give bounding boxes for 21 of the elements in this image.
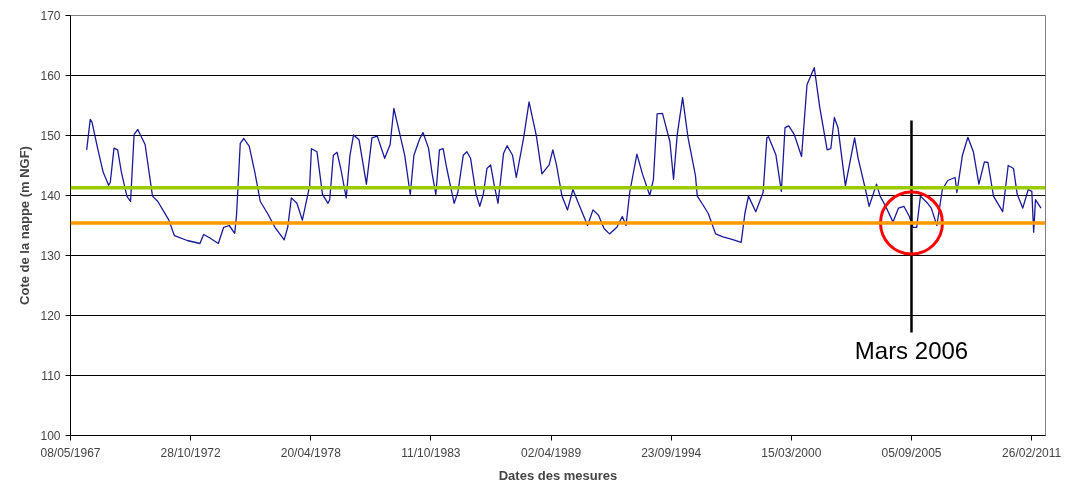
y-tick-label: 150 <box>40 129 61 143</box>
y-tick-label: 140 <box>40 189 61 203</box>
ref-line-label: Mars 2006 <box>854 336 969 364</box>
y-tick-label: 130 <box>40 249 61 263</box>
x-tick-label: 28/10/1972 <box>160 445 221 460</box>
y-tick-label: 160 <box>40 69 61 83</box>
x-tick-label: 08/05/1967 <box>40 445 101 460</box>
x-tick-label: 26/02/2011 <box>1002 445 1062 460</box>
y-tick-label: 120 <box>40 309 61 323</box>
x-tick-label: 15/03/2000 <box>761 445 822 460</box>
x-tick-label: 20/04/1978 <box>280 445 342 460</box>
y-tick-label: 170 <box>40 9 61 23</box>
x-tick-label: 11/10/1983 <box>401 445 461 460</box>
y-axis-title: Cote de la nappe (m NGF) <box>17 146 33 305</box>
x-tick-label: 02/04/1989 <box>521 445 582 460</box>
x-tick-label: 23/09/1994 <box>641 445 702 460</box>
y-tick-label: 110 <box>41 369 61 383</box>
line-series <box>86 67 1042 245</box>
y-tick-label: 100 <box>40 429 61 443</box>
x-axis-title: Dates des mesures <box>498 467 618 483</box>
x-tick-label: 05/09/2005 <box>881 445 942 460</box>
